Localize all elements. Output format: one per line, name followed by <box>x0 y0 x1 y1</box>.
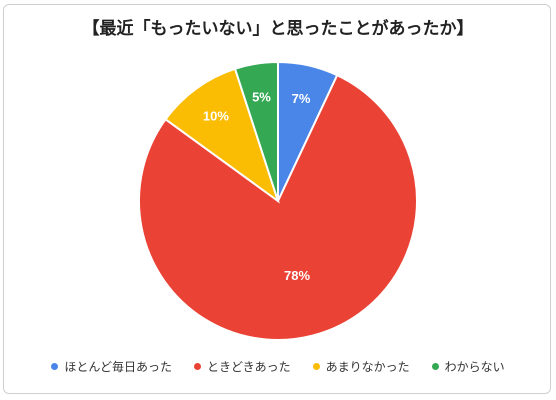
legend-label: ときどきあった <box>206 360 291 374</box>
pie-slice <box>138 73 418 341</box>
legend-item: ほとんど毎日あった <box>51 358 172 375</box>
pie-slice <box>233 60 279 202</box>
legend-swatch <box>431 363 439 370</box>
legend-swatch <box>193 363 201 370</box>
legend-swatch <box>51 363 59 370</box>
slice-value-label: 10% <box>203 109 229 124</box>
legend-label: あまりなかった <box>325 360 410 374</box>
legend-label: わからない <box>444 360 505 374</box>
chart-title: 【最近「もったいない」と思ったことがあったか】 <box>82 19 474 39</box>
slice-value-label: 78% <box>284 268 310 283</box>
pie-slice <box>164 67 280 204</box>
legend-item: わからない <box>431 358 505 375</box>
slice-value-label: 7% <box>292 91 311 106</box>
legend-label: ほとんど毎日あった <box>64 360 172 374</box>
legend: ほとんど毎日あった ときどきあった あまりなかった わからない <box>0 358 556 375</box>
legend-item: あまりなかった <box>312 358 410 375</box>
legend-swatch <box>312 363 320 370</box>
slice-value-label: 5% <box>252 90 271 105</box>
legend-item: ときどきあった <box>193 358 291 375</box>
